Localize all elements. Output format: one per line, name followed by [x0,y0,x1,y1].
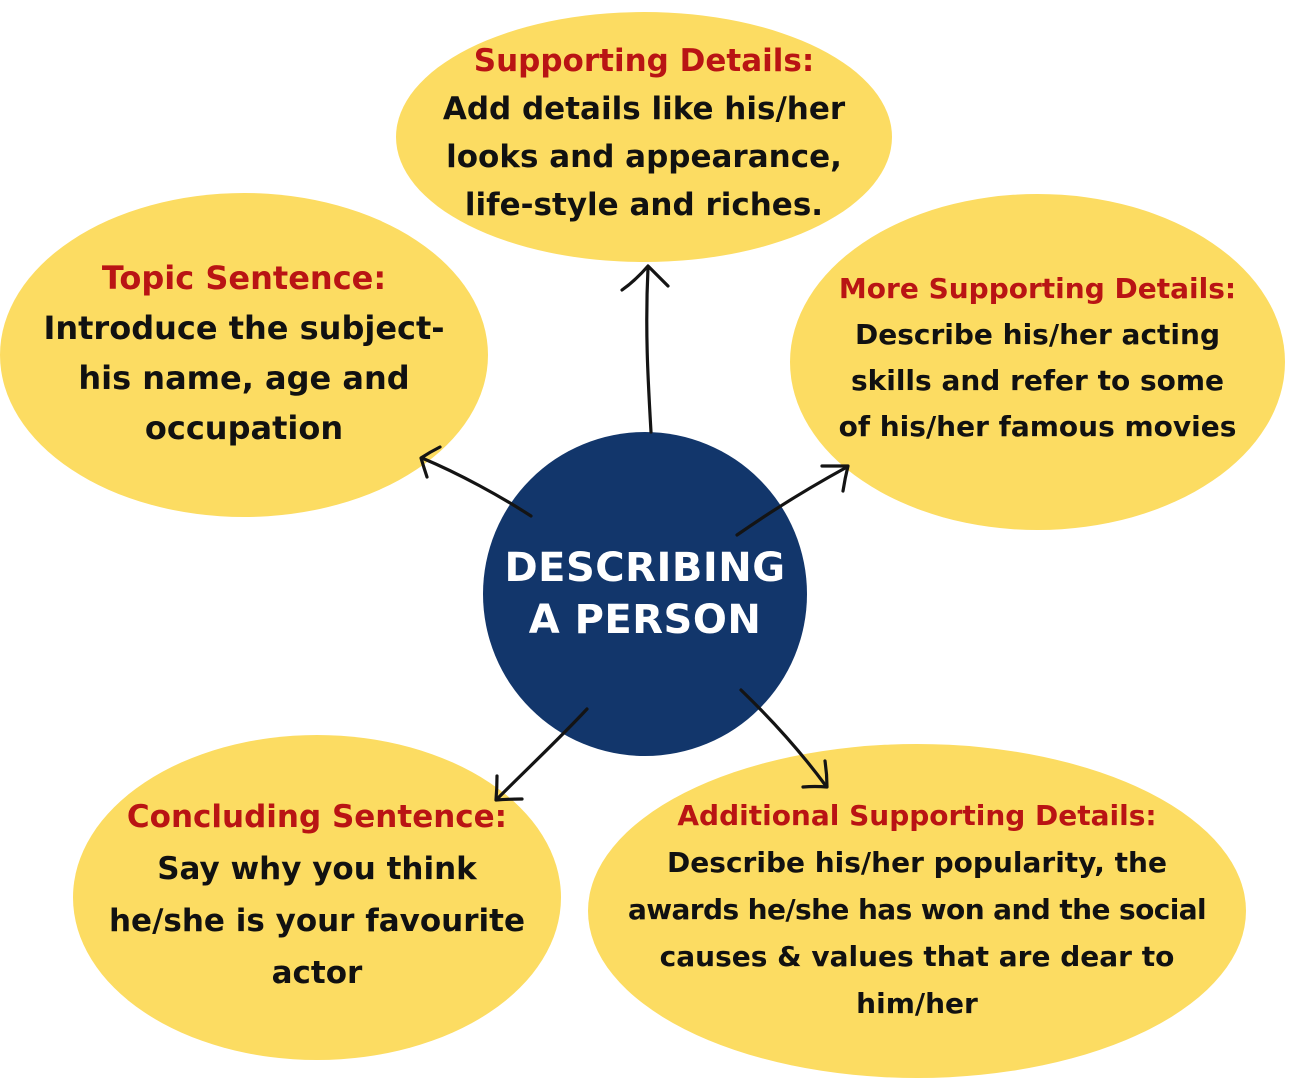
concluding-sentence-heading: Concluding Sentence: [126,798,508,835]
topic-sentence-line-3: occupation [144,409,344,447]
more-supporting-details-line-3: of his/her famous movies [838,410,1237,443]
center-topic-node: DESCRIBING A PERSON [483,432,807,756]
concluding-sentence-line-3: actor [271,954,363,991]
additional-supporting-details-line-4: him/her [856,986,978,1020]
arrowhead-supporting-details [620,264,670,292]
more-supporting-details-heading: More Supporting Details: [838,272,1237,305]
additional-supporting-details-line-1: Describe his/her popularity, the [667,845,1167,879]
more-supporting-details-node: More Supporting Details: Describe his/he… [790,194,1285,530]
topic-sentence-line-2: his name, age and [78,359,410,397]
supporting-details-line-1: Add details like his/her [442,91,846,127]
more-supporting-details-line-1: Describe his/her acting [854,318,1221,351]
additional-supporting-details-heading: Additional Supporting Details: [677,798,1157,832]
topic-sentence-heading: Topic Sentence: [101,259,387,297]
concluding-sentence-line-1: Say why you think [157,850,477,887]
concluding-sentence-node: Concluding Sentence: Say why you think h… [73,735,561,1060]
supporting-details-line-3: life-style and riches. [464,187,824,223]
additional-supporting-details-line-2: awards he/she has won and the social [627,892,1207,926]
more-supporting-details-line-2: skills and refer to some [850,364,1225,397]
arrowhead-more-supporting-details [820,464,850,493]
concluding-sentence-line-2: he/she is your favourite [108,902,526,939]
center-topic-line-1: DESCRIBING [504,545,786,591]
supporting-details-heading: Supporting Details: [473,43,815,79]
supporting-details-line-2: looks and appearance, [446,139,842,175]
additional-supporting-details-node: Additional Supporting Details: Describe … [588,744,1246,1078]
topic-sentence-line-1: Introduce the subject- [43,309,445,347]
topic-sentence-node: Topic Sentence: Introduce the subject- h… [0,193,488,517]
additional-supporting-details-line-3: causes & values that are dear to [659,939,1175,973]
supporting-details-node: Supporting Details: Add details like his… [396,12,892,262]
center-topic-line-2: A PERSON [528,597,762,643]
arrow-to-supporting-details [645,266,653,434]
